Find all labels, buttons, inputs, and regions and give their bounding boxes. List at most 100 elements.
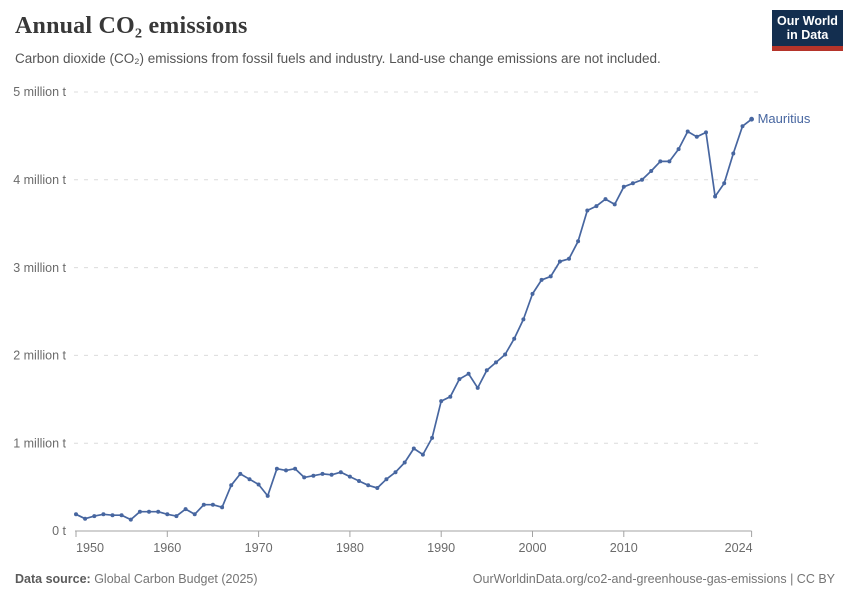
x-axis: 1950 1960 1970 1980 1990 2000 2010 2024 bbox=[75, 531, 753, 555]
data-point bbox=[411, 446, 416, 451]
data-point bbox=[704, 130, 708, 135]
data-point bbox=[74, 512, 78, 517]
series-line bbox=[75, 118, 753, 521]
data-point bbox=[402, 460, 407, 465]
x-tick-label: 1990 bbox=[427, 541, 455, 555]
owid-logo: Our World in Data bbox=[772, 10, 843, 51]
data-point bbox=[256, 482, 261, 487]
data-point bbox=[448, 394, 453, 399]
data-point bbox=[439, 399, 444, 404]
data-point bbox=[576, 239, 581, 244]
data-point bbox=[740, 124, 745, 129]
data-point bbox=[521, 317, 526, 322]
data-point bbox=[603, 197, 608, 202]
data-point bbox=[731, 151, 736, 156]
data-point bbox=[630, 181, 635, 186]
data-point bbox=[694, 134, 699, 139]
data-point bbox=[119, 513, 124, 518]
data-point bbox=[649, 169, 654, 173]
data-point bbox=[183, 507, 188, 512]
data-point bbox=[311, 473, 316, 478]
x-tick-label: 2000 bbox=[518, 541, 546, 555]
data-point bbox=[612, 202, 617, 207]
chart-subtitle: Carbon dioxide (CO₂) emissions from foss… bbox=[15, 51, 661, 66]
data-point bbox=[302, 475, 307, 480]
data-point bbox=[192, 512, 197, 517]
data-point bbox=[484, 368, 489, 373]
x-tick-label: 1950 bbox=[76, 541, 104, 555]
data-point bbox=[174, 514, 179, 519]
data-point bbox=[274, 466, 279, 471]
data-point bbox=[128, 517, 133, 522]
data-point bbox=[366, 483, 371, 488]
x-tick-label: 1980 bbox=[336, 541, 364, 555]
data-point bbox=[420, 452, 425, 457]
data-point bbox=[320, 471, 325, 476]
x-tick-label: 2010 bbox=[610, 541, 638, 555]
gridlines bbox=[74, 91, 762, 532]
data-point bbox=[457, 377, 462, 382]
data-point bbox=[539, 277, 544, 282]
data-point bbox=[676, 147, 681, 152]
data-point bbox=[210, 502, 215, 507]
series-label-mauritius[interactable]: Mauritius bbox=[758, 111, 811, 126]
data-point bbox=[594, 204, 599, 209]
x-tick-label: 2024 bbox=[725, 541, 753, 555]
data-point bbox=[667, 159, 672, 164]
data-source: Data source: Global Carbon Budget (2025) bbox=[15, 572, 258, 586]
data-point bbox=[101, 512, 106, 517]
x-tick-label: 1960 bbox=[153, 541, 181, 555]
y-tick-label: 5 million t bbox=[13, 85, 66, 99]
data-point bbox=[585, 208, 590, 213]
data-point bbox=[430, 435, 435, 440]
data-point bbox=[548, 274, 553, 279]
data-point bbox=[494, 360, 498, 365]
data-point bbox=[92, 514, 97, 519]
data-point bbox=[393, 470, 398, 475]
data-point bbox=[512, 336, 517, 341]
data-point bbox=[567, 256, 571, 261]
data-point bbox=[156, 509, 161, 514]
data-point bbox=[713, 194, 718, 199]
data-source-value: Global Carbon Budget (2025) bbox=[90, 572, 258, 586]
data-source-label: Data source: bbox=[15, 572, 91, 586]
data-point bbox=[640, 177, 644, 182]
data-point bbox=[621, 184, 626, 189]
data-point bbox=[658, 159, 663, 164]
data-point bbox=[265, 493, 270, 498]
data-point bbox=[557, 259, 562, 264]
y-tick-label: 1 million t bbox=[13, 436, 66, 450]
data-point bbox=[685, 129, 690, 134]
series-mauritius bbox=[74, 116, 754, 522]
data-point bbox=[530, 291, 535, 296]
data-point bbox=[83, 516, 88, 521]
data-point bbox=[110, 513, 115, 518]
owid-logo-line2: in Data bbox=[786, 28, 829, 42]
y-tick-label: 4 million t bbox=[13, 173, 66, 187]
y-tick-label: 2 million t bbox=[13, 349, 66, 363]
data-point bbox=[749, 116, 754, 122]
owid-logo-line1: Our World bbox=[777, 13, 838, 28]
data-point bbox=[329, 472, 334, 477]
data-point bbox=[466, 371, 471, 376]
data-point bbox=[375, 486, 380, 490]
data-point bbox=[247, 477, 252, 482]
data-point bbox=[293, 466, 298, 471]
data-point bbox=[722, 181, 727, 186]
y-tick-label: 3 million t bbox=[13, 261, 66, 275]
chart-footer: Data source: Global Carbon Budget (2025)… bbox=[0, 569, 850, 593]
data-point bbox=[347, 474, 352, 479]
data-point bbox=[503, 352, 508, 357]
data-point bbox=[229, 483, 234, 488]
data-point bbox=[238, 471, 243, 476]
data-point bbox=[357, 479, 361, 483]
footer-link[interactable]: OurWorldinData.org/co2-and-greenhouse-ga… bbox=[472, 572, 835, 586]
data-point bbox=[220, 505, 225, 510]
data-point bbox=[475, 385, 480, 390]
data-point bbox=[165, 512, 170, 517]
data-point bbox=[147, 509, 151, 514]
data-point bbox=[284, 468, 288, 473]
chart-title: Annual CO₂ emissions bbox=[15, 13, 248, 39]
